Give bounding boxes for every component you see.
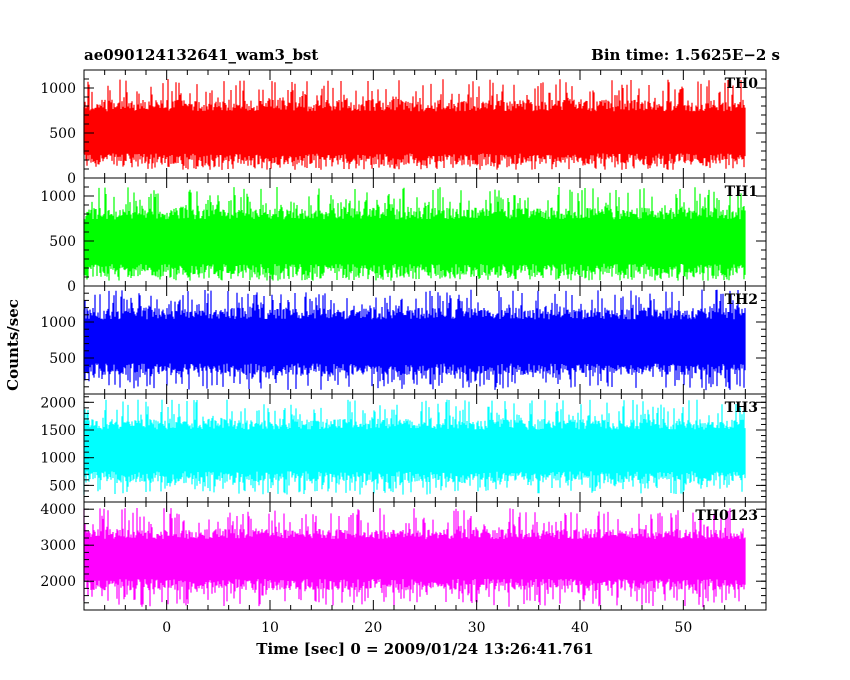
chart-title-left: ae090124132641_wam3_bst — [84, 46, 318, 64]
panel-label-th0123: TH0123 — [695, 508, 758, 524]
y-tick-label: 500 — [49, 478, 76, 494]
panel-label-th3: TH3 — [725, 400, 758, 416]
panel-label-th0: TH0 — [725, 76, 759, 92]
y-tick-label: 1000 — [40, 451, 76, 467]
y-tick-label: 1000 — [40, 81, 76, 97]
y-tick-label: 3000 — [40, 538, 76, 554]
series-th0123 — [83, 508, 746, 608]
y-tick-label: 1500 — [40, 423, 76, 439]
y-tick-label: 500 — [49, 126, 76, 142]
panel-label-th1: TH1 — [725, 184, 758, 200]
x-tick-label: 50 — [674, 620, 692, 636]
x-axis-label: Time [sec] 0 = 2009/01/24 13:26:41.761 — [256, 640, 593, 658]
series-th0 — [83, 79, 746, 170]
x-tick-label: 40 — [571, 620, 589, 636]
x-axis: 0 10 20 30 40 50 — [162, 620, 692, 636]
x-tick-label: 10 — [261, 620, 279, 636]
y-tick-label: 2000 — [40, 574, 76, 590]
chart-title-right: Bin time: 1.5625E−2 s — [591, 46, 780, 64]
panel-th2: 500 1000 TH2 — [40, 285, 767, 395]
x-tick-label: 20 — [364, 620, 382, 636]
x-tick-label: 0 — [162, 620, 171, 636]
y-tick-label: 1000 — [40, 189, 76, 205]
y-axis-label: Counts/sec — [4, 299, 22, 391]
y-tick-label: 4000 — [40, 502, 76, 518]
y-tick-label: 0 — [67, 171, 76, 187]
y-tick-label: 500 — [49, 351, 76, 367]
y-tick-label: 500 — [49, 234, 76, 250]
panel-label-th2: TH2 — [725, 292, 758, 308]
panel-th0123: 2000 3000 4000 TH0123 — [40, 501, 767, 611]
panels: 0 500 1000 TH0 0 500 1000 TH1 500 1000 TH2 500 1000 1… — [40, 69, 767, 611]
y-tick-label: 0 — [67, 279, 76, 295]
y-tick-label: 1000 — [40, 315, 76, 331]
series-th3 — [83, 399, 746, 495]
series-th1 — [83, 187, 746, 281]
panel-th0: 0 500 1000 TH0 — [40, 69, 767, 187]
y-tick-label: 2000 — [40, 395, 76, 411]
panel-th3: 500 1000 1500 2000 TH3 — [40, 393, 767, 503]
x-tick-label: 30 — [468, 620, 486, 636]
panel-frame — [83, 501, 767, 611]
series-th2 — [83, 289, 746, 391]
panel-th1: 0 500 1000 TH1 — [40, 177, 767, 295]
